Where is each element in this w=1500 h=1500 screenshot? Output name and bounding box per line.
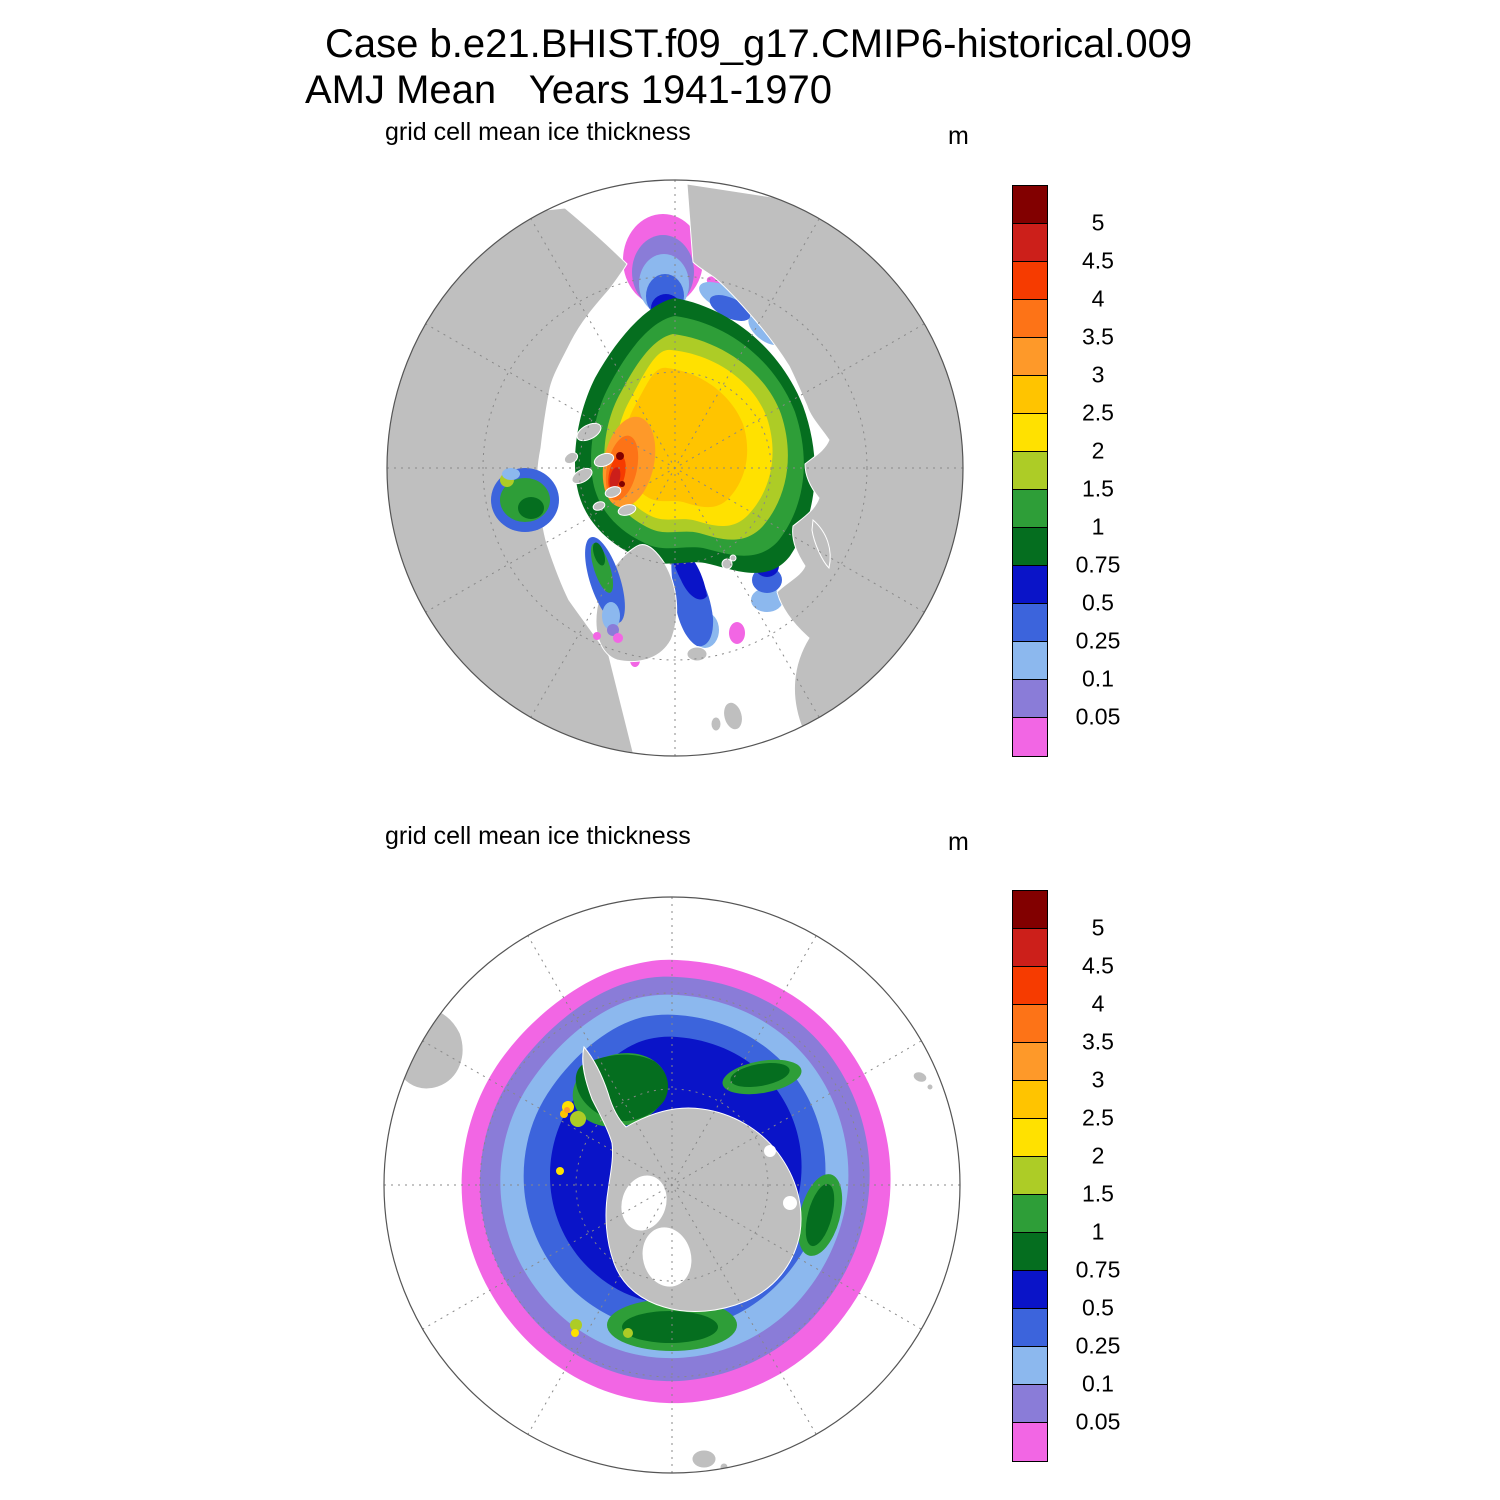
colorbar-tick-label: 3.5 (1082, 1028, 1114, 1055)
colorbar-cell-10 (1013, 566, 1047, 604)
south-panel-title: grid cell mean ice thickness (385, 822, 691, 850)
colorbar-tick-label: 1.5 (1082, 475, 1114, 502)
colorbar-tick-label: 4.5 (1082, 247, 1114, 274)
colorbar-cell-9 (1013, 528, 1047, 566)
antarctic-graticule (384, 897, 960, 1473)
colorbar-cell-5 (1013, 1081, 1047, 1119)
colorbar-cell-6 (1013, 414, 1047, 452)
colorbar-cell-2 (1013, 262, 1047, 300)
colorbar-cell-1 (1013, 929, 1047, 967)
colorbar-tick-label: 2.5 (1082, 1104, 1114, 1131)
colorbar-cell-1 (1013, 224, 1047, 262)
colorbar-cell-14 (1013, 1423, 1047, 1461)
colorbar-tick-label: 0.05 (1075, 1408, 1121, 1435)
south-units-label: m (948, 828, 969, 856)
colorbar-cell-14 (1013, 718, 1047, 756)
colorbar-tick-label: 4.5 (1082, 952, 1114, 979)
north-panel-title: grid cell mean ice thickness (385, 118, 691, 146)
colorbar-tick-label: 0.75 (1075, 1256, 1121, 1283)
colorbar-tick-label: 1 (1091, 1218, 1105, 1245)
colorbar-tick-label: 2 (1091, 1142, 1105, 1169)
colorbar-tick-label: 1.5 (1082, 1180, 1114, 1207)
colorbar-tick-label: 3 (1091, 361, 1105, 388)
colorbar-cell-13 (1013, 1385, 1047, 1423)
colorbar-cell-12 (1013, 1347, 1047, 1385)
colorbar-cell-6 (1013, 1119, 1047, 1157)
colorbar-tick-label: 4 (1091, 990, 1105, 1017)
colorbar-cell-4 (1013, 1043, 1047, 1081)
south-colorbar: 5 4.5 4 3.5 3 2.5 2 1.5 1 0.75 0.5 0.25 0.1 0.05 (1012, 890, 1120, 1462)
colorbar-cell-2 (1013, 967, 1047, 1005)
colorbar-tick-label: 0.1 (1082, 665, 1114, 692)
colorbar-cell-11 (1013, 604, 1047, 642)
arctic-bay-ice-layer (491, 468, 625, 643)
arctic-map-boundary (386, 179, 964, 757)
colorbar-tick-label: 0.75 (1075, 551, 1121, 578)
north-colorbar: 5 4.5 4 3.5 3 2.5 2 1.5 1 0.75 0.5 0.25 0.1 0.05 (1012, 185, 1120, 757)
colorbar-cells (1012, 185, 1048, 757)
colorbar-cell-0 (1013, 891, 1047, 929)
colorbar-cell-4 (1013, 338, 1047, 376)
colorbar-tick-label: 0.25 (1075, 1332, 1121, 1359)
colorbar-cells (1012, 890, 1048, 1462)
colorbar-tick-label: 5 (1091, 209, 1105, 236)
antarctic-map (383, 896, 961, 1474)
colorbar-cell-8 (1013, 490, 1047, 528)
colorbar-cell-0 (1013, 186, 1047, 224)
colorbar-cell-9 (1013, 1233, 1047, 1271)
colorbar-cell-3 (1013, 300, 1047, 338)
colorbar-cell-8 (1013, 1195, 1047, 1233)
colorbar-tick-label: 3.5 (1082, 323, 1114, 350)
colorbar-tick-label: 0.5 (1082, 1294, 1114, 1321)
colorbar-tick-label: 0.25 (1075, 627, 1121, 654)
colorbar-cell-13 (1013, 680, 1047, 718)
colorbar-cell-7 (1013, 1157, 1047, 1195)
colorbar-tick-label: 2.5 (1082, 399, 1114, 426)
colorbar-tick-label: 3 (1091, 1066, 1105, 1093)
colorbar-tick-label: 0.1 (1082, 1370, 1114, 1397)
colorbar-tick-label: 2 (1091, 437, 1105, 464)
north-units-label: m (948, 122, 969, 150)
colorbar-cell-5 (1013, 376, 1047, 414)
season-years-title: AMJ Mean Years 1941-1970 (305, 68, 833, 112)
colorbar-tick-label: 0.05 (1075, 703, 1121, 730)
colorbar-cell-10 (1013, 1271, 1047, 1309)
colorbar-tick-label: 1 (1091, 513, 1105, 540)
antarctic-map-boundary (383, 896, 961, 1474)
colorbar-cell-11 (1013, 1309, 1047, 1347)
arctic-graticule (387, 180, 963, 756)
colorbar-tick-label: 5 (1091, 914, 1105, 941)
colorbar-cell-3 (1013, 1005, 1047, 1043)
colorbar-tick-label: 4 (1091, 285, 1105, 312)
colorbar-cell-12 (1013, 642, 1047, 680)
case-title: Case b.e21.BHIST.f09_g17.CMIP6-historica… (325, 22, 1193, 66)
arctic-map (386, 179, 964, 757)
colorbar-tick-label: 0.5 (1082, 589, 1114, 616)
colorbar-cell-7 (1013, 452, 1047, 490)
